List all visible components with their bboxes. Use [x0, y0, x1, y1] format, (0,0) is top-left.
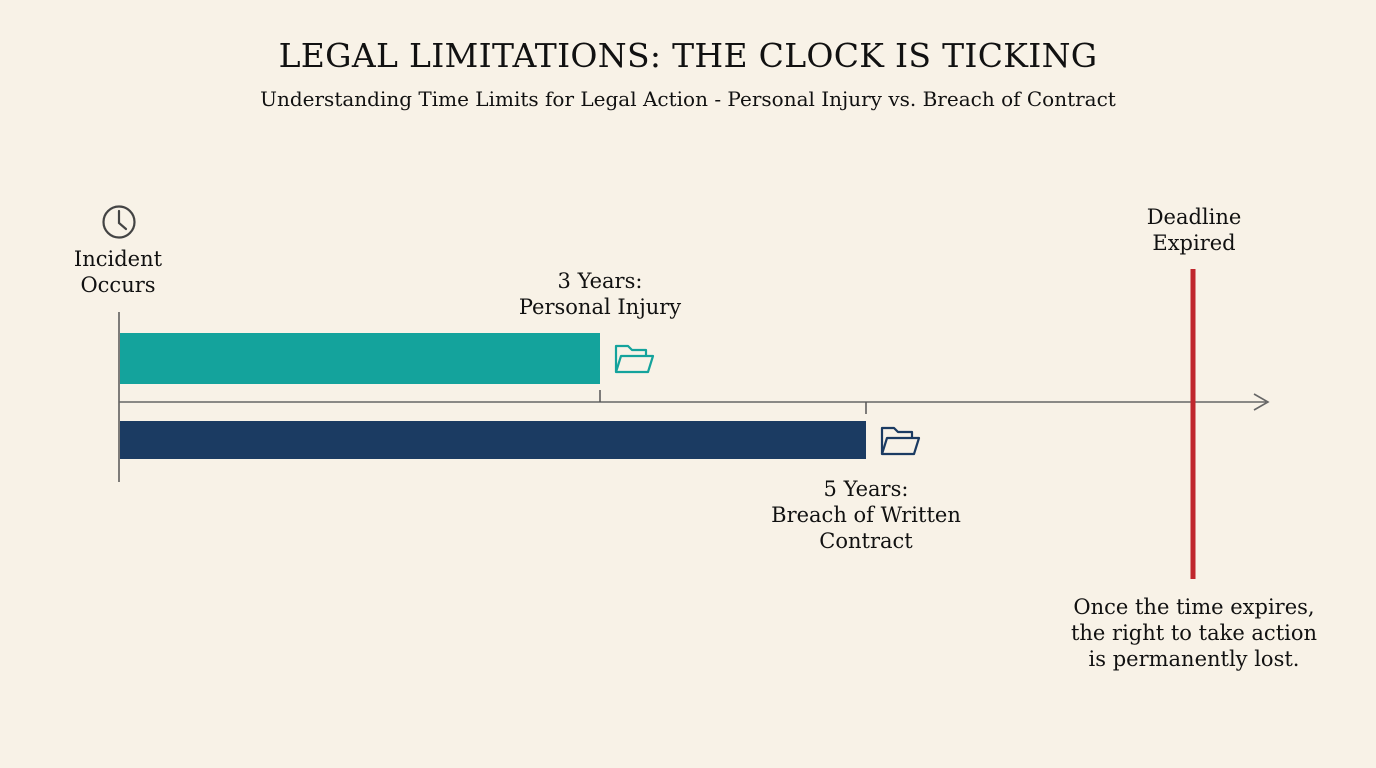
period-label-line: Contract [819, 529, 913, 553]
note-line: is permanently lost. [1088, 647, 1300, 671]
incident-label-line: Occurs [80, 273, 156, 297]
page-subtitle: Understanding Time Limits for Legal Acti… [260, 87, 1116, 111]
folder-icon [614, 344, 655, 374]
deadline-label-line: Deadline [1146, 205, 1242, 229]
period-label-line: 5 Years: [823, 477, 909, 501]
bar-breach-of-contract [120, 421, 866, 459]
period-label-line: Breach of Written [771, 503, 961, 527]
deadline-note: Once the time expires, the right to take… [1024, 594, 1364, 672]
folder-icon [880, 426, 921, 456]
bar-personal-injury [120, 333, 600, 384]
note-line: the right to take action [1070, 621, 1318, 645]
breach-of-contract-label: 5 Years: Breach of Written Contract [746, 476, 986, 554]
personal-injury-label: 3 Years: Personal Injury [480, 268, 720, 320]
clock-icon [102, 205, 136, 239]
period-label-line: 3 Years: [557, 269, 643, 293]
page-title: LEGAL LIMITATIONS: THE CLOCK IS TICKING [278, 36, 1098, 75]
axis-arrow-icon [1253, 393, 1270, 411]
period-label-line: Personal Injury [518, 295, 682, 319]
deadline-expired-label: Deadline Expired [1124, 204, 1264, 256]
incident-label-line: Incident [73, 247, 163, 271]
incident-occurs-label: Incident Occurs [48, 246, 188, 298]
note-line: Once the time expires, [1073, 595, 1315, 619]
deadline-label-line: Expired [1152, 231, 1236, 255]
